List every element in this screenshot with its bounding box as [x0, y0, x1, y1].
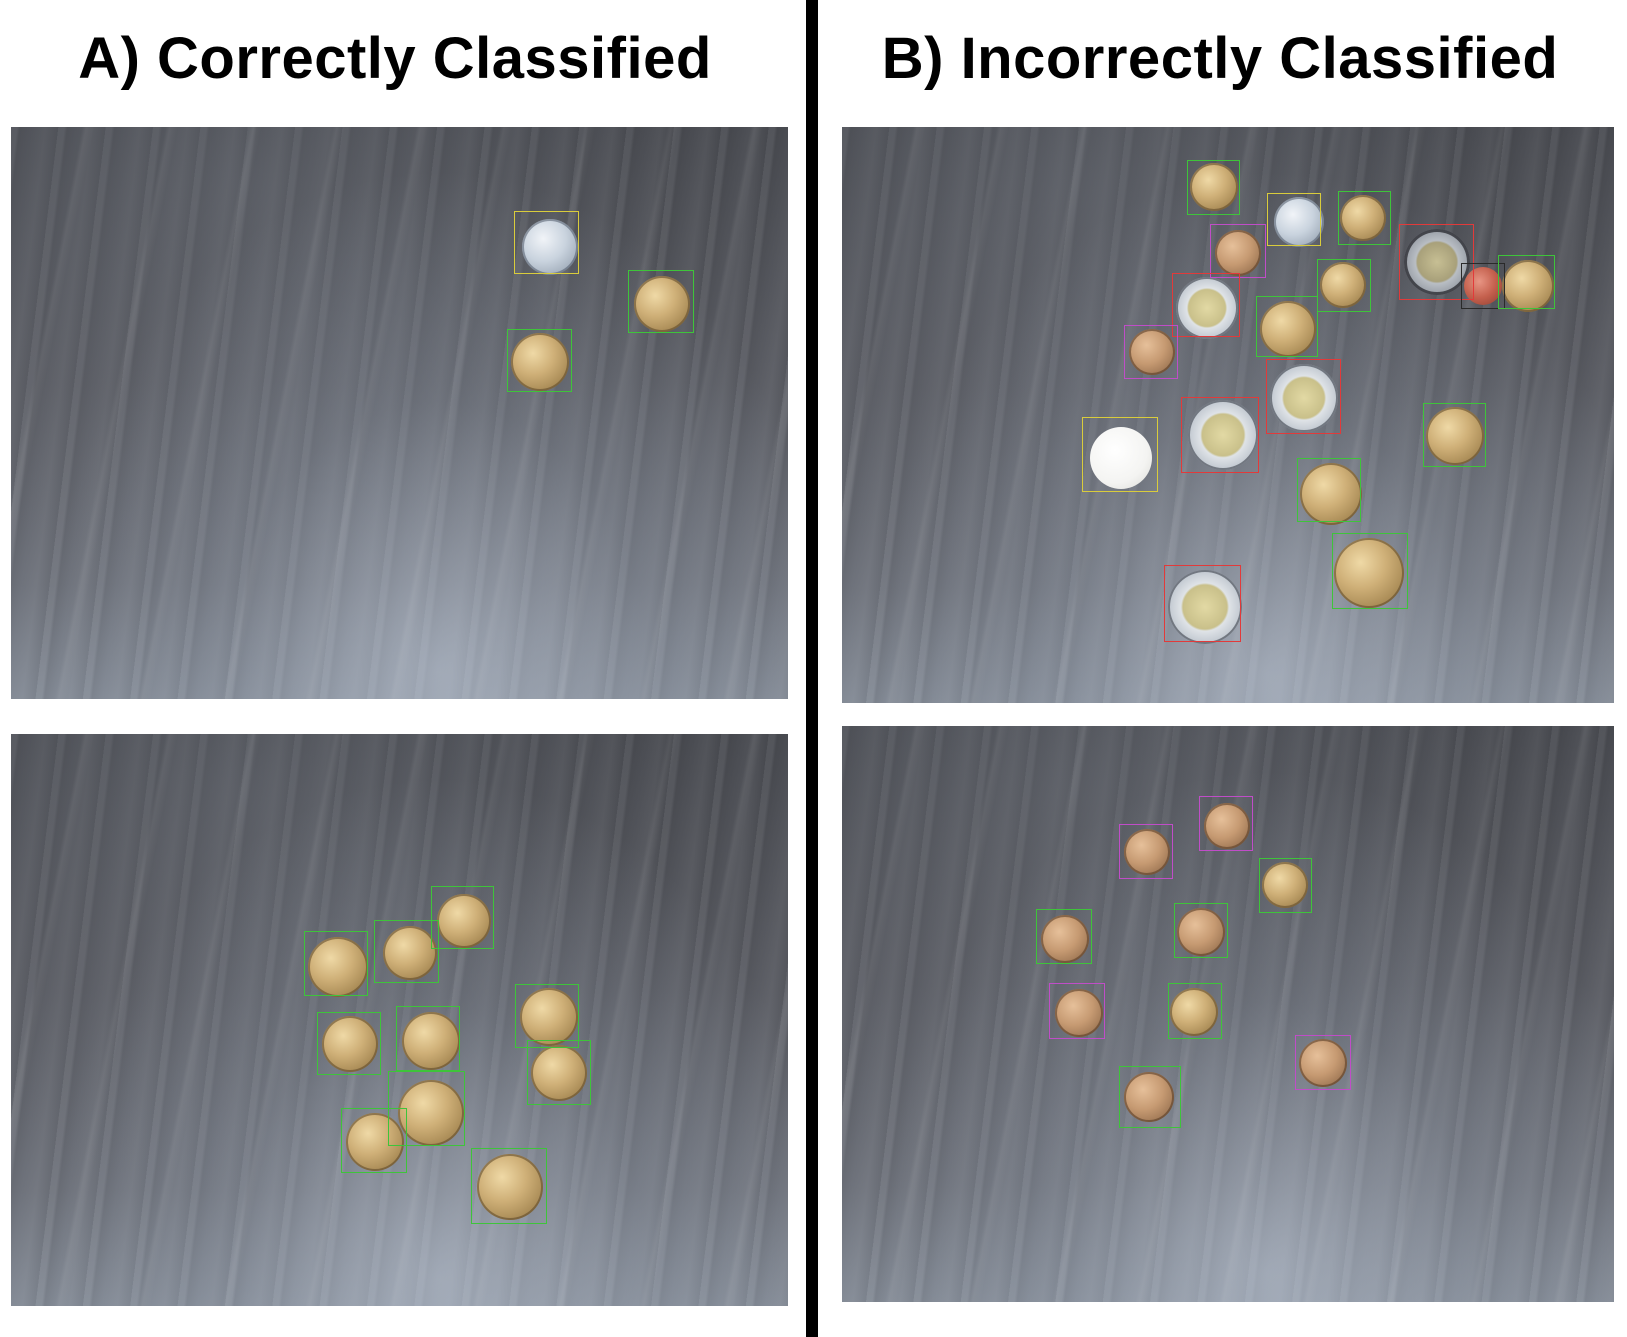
coin — [1177, 908, 1225, 956]
coin — [1262, 862, 1308, 908]
coin — [1334, 538, 1404, 608]
detection-box — [1461, 263, 1505, 309]
detection-box — [1124, 325, 1178, 379]
detection-box — [507, 329, 572, 392]
coin — [1502, 260, 1554, 312]
coin — [1190, 163, 1238, 211]
coin — [308, 937, 368, 997]
coin — [477, 1154, 543, 1220]
coin — [1188, 400, 1258, 470]
detection-box — [1399, 224, 1474, 300]
detection-box — [515, 984, 579, 1048]
coin — [1204, 803, 1250, 849]
panel-b-title: B) Incorrectly Classified — [881, 26, 1559, 91]
detection-box — [431, 886, 494, 949]
coin — [522, 219, 578, 275]
detection-box — [1338, 191, 1391, 245]
coin — [1176, 277, 1238, 339]
coin — [1300, 463, 1362, 525]
coin — [520, 988, 578, 1046]
coin — [398, 1080, 464, 1146]
detection-box — [1297, 458, 1361, 522]
detection-box — [1036, 909, 1092, 964]
detection-box — [1172, 273, 1240, 337]
coin — [1129, 329, 1175, 375]
coin — [1299, 1039, 1347, 1087]
coin — [1090, 427, 1152, 489]
detection-box — [1317, 259, 1371, 312]
panel-a-title: A) Correctly Classified — [78, 26, 712, 91]
coin — [634, 276, 690, 332]
coin — [1055, 989, 1103, 1037]
detection-box — [1295, 1035, 1351, 1090]
detection-box — [1174, 903, 1228, 958]
detection-box — [1267, 193, 1321, 246]
coin — [1464, 267, 1502, 305]
detection-box — [1423, 403, 1486, 467]
photo-b-bottom — [842, 726, 1614, 1302]
photo-a-bottom — [11, 734, 788, 1306]
panel-divider — [806, 0, 818, 1337]
detection-box — [317, 1012, 381, 1075]
detection-box — [1119, 824, 1173, 879]
coin — [1274, 197, 1324, 247]
coin — [1124, 829, 1170, 875]
detection-box — [396, 1006, 460, 1071]
coin — [1320, 262, 1366, 308]
coin — [1260, 301, 1316, 357]
coin — [1170, 988, 1218, 1036]
detection-box — [1119, 1066, 1181, 1128]
detection-box — [471, 1148, 547, 1224]
coin — [1215, 230, 1261, 276]
coin — [402, 1012, 460, 1070]
coin — [437, 894, 491, 948]
coin — [322, 1016, 378, 1072]
detection-box — [1259, 858, 1312, 913]
detection-box — [1256, 296, 1318, 357]
detection-box — [1266, 359, 1341, 434]
detection-box — [1164, 565, 1241, 642]
detection-box — [374, 920, 439, 983]
detection-box — [304, 931, 368, 996]
coin — [1426, 407, 1484, 465]
coin — [1340, 195, 1386, 241]
coin — [1124, 1072, 1174, 1122]
coin — [511, 333, 569, 391]
coin — [346, 1113, 404, 1171]
coin — [1270, 364, 1338, 432]
detection-box — [1498, 255, 1555, 309]
detection-box — [527, 1040, 591, 1105]
detection-box — [1210, 224, 1266, 278]
detection-box — [1049, 983, 1105, 1039]
coin — [1168, 570, 1242, 644]
detection-box — [1187, 160, 1240, 215]
detection-box — [1332, 533, 1408, 609]
detection-box — [1199, 796, 1253, 851]
coin — [1041, 915, 1089, 963]
coin — [1404, 229, 1470, 295]
detection-box — [514, 211, 579, 274]
detection-box — [1082, 417, 1158, 492]
detection-box — [341, 1108, 407, 1173]
photo-a-top — [11, 127, 788, 699]
coin — [531, 1045, 587, 1101]
coin — [383, 926, 437, 980]
detection-box — [1168, 983, 1222, 1039]
detection-box — [628, 270, 694, 333]
detection-box — [1181, 397, 1259, 473]
photo-b-top — [842, 127, 1614, 703]
